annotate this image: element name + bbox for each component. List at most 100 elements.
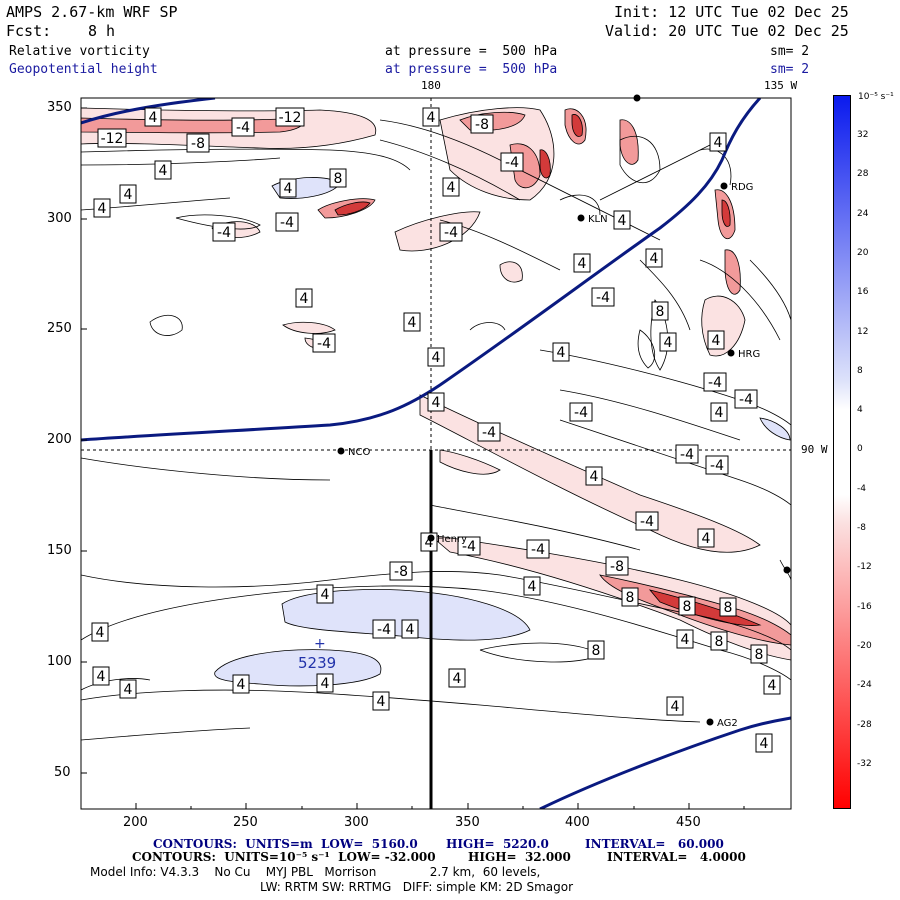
svg-text:4: 4 xyxy=(321,587,330,603)
contour-label: 4 xyxy=(697,528,715,548)
height-contour-interval: INTERVAL= 60.000 xyxy=(585,837,724,851)
forecast-label: Fcst: xyxy=(6,22,52,40)
contour-label: 4 xyxy=(763,675,781,695)
contour-label: -8 xyxy=(605,556,629,576)
svg-text:4: 4 xyxy=(453,671,462,687)
svg-text:4: 4 xyxy=(702,531,711,547)
svg-text:4: 4 xyxy=(284,181,293,197)
init-time: Init: 12 UTC Tue 02 Dec 25 xyxy=(614,3,849,21)
svg-text:-4: -4 xyxy=(680,447,694,463)
x-tick-250: 250 xyxy=(233,815,258,830)
contour-label: 4 xyxy=(295,288,313,308)
contour-label: 4 xyxy=(279,178,297,198)
vorticity-contour-interval: INTERVAL= 4.0000 xyxy=(607,850,746,864)
svg-text:4: 4 xyxy=(408,315,417,331)
svg-text:4: 4 xyxy=(425,535,434,551)
meridian-135w-label: 135 W xyxy=(764,79,798,92)
svg-text:4: 4 xyxy=(671,699,680,715)
svg-text:4: 4 xyxy=(427,110,436,126)
contour-label: 4 xyxy=(427,392,445,412)
x-tick-400: 400 xyxy=(565,815,590,830)
colorbar-tick-label: -4 xyxy=(857,483,866,494)
colorbar-tick-label: 0 xyxy=(857,444,863,455)
svg-text:4: 4 xyxy=(124,682,133,698)
contour-label: 4 xyxy=(119,184,137,204)
contour-label: 4 xyxy=(709,132,727,152)
station-ag2: AG2 xyxy=(717,718,738,729)
contour-label: 8 xyxy=(719,597,737,617)
svg-text:4: 4 xyxy=(96,625,105,641)
svg-text:4: 4 xyxy=(432,350,441,366)
y-tick-250: 250 xyxy=(47,321,72,336)
contour-label: -4 xyxy=(439,222,463,242)
svg-text:-4: -4 xyxy=(377,622,391,638)
svg-text:-4: -4 xyxy=(462,539,476,555)
contour-label: 4 xyxy=(573,253,591,273)
svg-text:4: 4 xyxy=(432,395,441,411)
svg-text:-8: -8 xyxy=(394,564,408,580)
svg-text:4: 4 xyxy=(149,110,158,126)
svg-text:-4: -4 xyxy=(444,225,458,241)
colorbar-tick-label: 8 xyxy=(857,365,863,376)
y-tick-350: 350 xyxy=(47,100,72,115)
svg-text:8: 8 xyxy=(755,647,764,663)
colorbar-tick-label: 16 xyxy=(857,287,869,298)
station-rdg: RDG xyxy=(731,182,753,193)
height-contour-high: HIGH= 5220.0 xyxy=(446,837,549,851)
svg-text:4: 4 xyxy=(237,677,246,693)
x-tick-300: 300 xyxy=(344,815,369,830)
svg-text:4: 4 xyxy=(664,335,673,351)
contour-labels: 4 -12 -8 -4 -12 4 -8 4 4 8 -4 4 4 4 -4 -4 4 -4 4 4 4 -4 8 4 4 -4 4… xyxy=(91,107,781,753)
contour-label: -4 xyxy=(703,372,727,392)
svg-text:4: 4 xyxy=(714,135,723,151)
contour-label: -4 xyxy=(477,422,501,442)
contour-label: -12 xyxy=(97,128,127,148)
svg-text:-4: -4 xyxy=(280,215,294,231)
x-tick-200: 200 xyxy=(123,815,148,830)
contour-label: 8 xyxy=(678,596,696,616)
station-henry: Henry xyxy=(437,534,467,545)
contour-label: -4 xyxy=(212,222,236,242)
colorbar-tick-label: 20 xyxy=(857,247,869,258)
vorticity-contour-info: CONTOURS: UNITS=10⁻⁵ s⁻¹ LOW= -32.000 xyxy=(132,850,436,864)
contour-label: 4 xyxy=(316,673,334,693)
contour-label: 4 xyxy=(666,696,684,716)
svg-text:4: 4 xyxy=(406,622,415,638)
svg-text:4: 4 xyxy=(618,213,627,229)
contour-label: 4 xyxy=(552,342,570,362)
colorbar-tick-label: -12 xyxy=(857,562,872,573)
colorbar-tick-label: -32 xyxy=(857,758,872,769)
contour-label: 4 xyxy=(442,177,460,197)
contour-label: 8 xyxy=(710,631,728,651)
contour-label: 4 xyxy=(92,666,110,686)
svg-text:-8: -8 xyxy=(191,136,205,152)
svg-text:-12: -12 xyxy=(101,131,124,147)
axis-ticks xyxy=(81,107,745,809)
svg-text:-4: -4 xyxy=(739,392,753,408)
svg-text:4: 4 xyxy=(300,291,309,307)
positive-vorticity-regions xyxy=(214,177,791,687)
negative-vorticity-strong xyxy=(334,114,762,626)
contour-label: -4 xyxy=(569,402,593,422)
svg-text:4: 4 xyxy=(97,669,106,685)
svg-text:8: 8 xyxy=(626,590,635,606)
contour-label: -8 xyxy=(470,114,494,134)
contour-label: 4 xyxy=(316,584,334,604)
contour-label: -4 xyxy=(231,117,255,137)
y-tick-150: 150 xyxy=(47,543,72,558)
contour-label: 4 xyxy=(372,691,390,711)
svg-text:8: 8 xyxy=(334,171,343,187)
field2-smoothing: sm= 2 xyxy=(770,62,810,77)
contour-label: 4 xyxy=(755,733,773,753)
contour-label: -4 xyxy=(457,536,481,556)
field1-smoothing: sm= 2 xyxy=(770,44,810,59)
contour-label: 4 xyxy=(710,402,728,422)
contour-label: -12 xyxy=(275,107,305,127)
y-tick-200: 200 xyxy=(47,432,72,447)
svg-text:8: 8 xyxy=(592,643,601,659)
meridian-90w-label: 90 W xyxy=(801,443,828,456)
contour-label: -8 xyxy=(389,561,413,581)
svg-text:8: 8 xyxy=(683,599,692,615)
contour-label: 4 xyxy=(401,619,419,639)
